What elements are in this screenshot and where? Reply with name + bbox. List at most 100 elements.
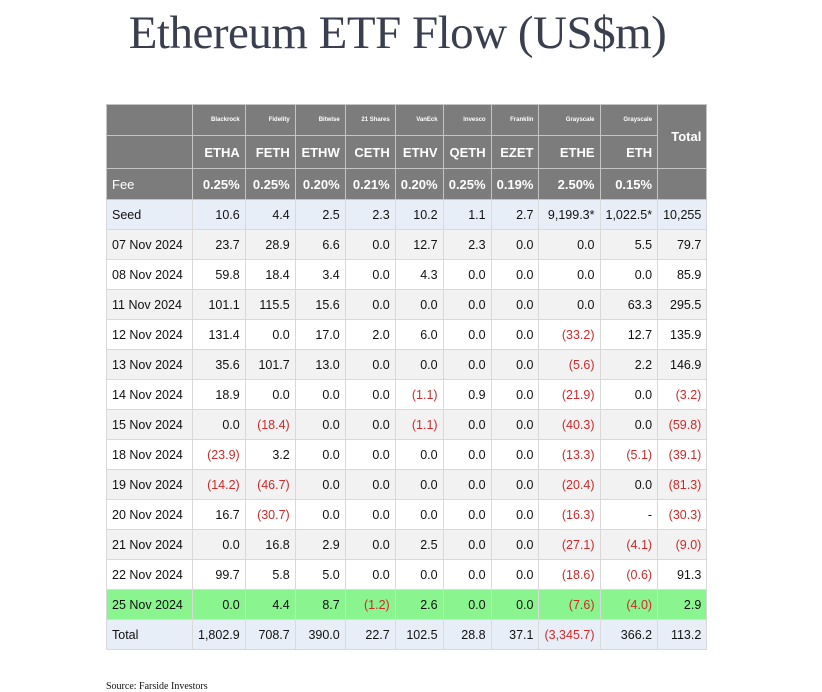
flow-cell: 28.9 (244, 229, 296, 260)
row-label: 12 Nov 2024 (106, 319, 193, 350)
row-label: 25 Nov 2024 (106, 589, 193, 620)
flow-cell: 2.2 (599, 349, 659, 380)
flow-cell: (16.3) (538, 499, 601, 530)
flow-cell: 0.0 (344, 559, 396, 590)
ticker-label: EZET (490, 135, 540, 169)
table-row: 12 Nov 2024 131.4 0.0 17.0 2.0 6.0 0.0 0.0 (33.2… (106, 319, 708, 350)
flow-cell: 0.0 (344, 439, 396, 470)
flow-cell: 0.0 (538, 229, 601, 260)
flow-cell: 0.0 (490, 349, 540, 380)
flow-cell: 708.7 (244, 619, 296, 650)
row-label: 15 Nov 2024 (106, 409, 193, 440)
flow-cell: (81.3) (657, 469, 708, 500)
flow-cell: 9,199.3* (538, 199, 601, 230)
flow-cell: (9.0) (657, 529, 708, 560)
flow-cell: 0.0 (344, 259, 396, 290)
flow-cell: 79.7 (657, 229, 708, 260)
flow-cell: 2.0 (344, 319, 396, 350)
flow-cell: (3,345.7) (538, 619, 601, 650)
issuer-name: Grayscale (538, 104, 601, 136)
etf-flow-table: Blackrock Fidelity Bitwise 21 Shares Van… (106, 104, 708, 650)
flow-cell: 59.8 (192, 259, 246, 290)
flow-cell: 6.0 (394, 319, 444, 350)
header-corner-cell (106, 135, 193, 169)
flow-cell: (4.1) (599, 529, 659, 560)
flow-cell: 0.0 (442, 559, 492, 590)
table-row: 15 Nov 2024 0.0 (18.4) 0.0 0.0 (1.1) 0.0 0.0 (40… (106, 409, 708, 440)
flow-cell: 10.6 (192, 199, 246, 230)
flow-cell: 101.7 (244, 349, 296, 380)
flow-cell: 2.3 (442, 229, 492, 260)
table-body: Seed 10.6 4.4 2.5 2.3 10.2 1.1 2.7 9,199.3* 1,022… (106, 199, 708, 650)
flow-cell: 6.6 (294, 229, 346, 260)
flow-cell: 0.0 (244, 319, 296, 350)
ticker-label: ETHA (192, 135, 246, 169)
flow-cell: (30.7) (244, 499, 296, 530)
flow-cell: (27.1) (538, 529, 601, 560)
flow-cell: 10.2 (394, 199, 444, 230)
flow-cell: 101.1 (192, 289, 246, 320)
table-row: 20 Nov 2024 16.7 (30.7) 0.0 0.0 0.0 0.0 0.0 (16.… (106, 499, 708, 530)
fee-total-empty (657, 168, 708, 200)
flow-cell: 99.7 (192, 559, 246, 590)
flow-cell: 15.6 (294, 289, 346, 320)
fee-value: 2.50% (538, 168, 601, 200)
fee-value: 0.15% (599, 168, 659, 200)
flow-cell: 113.2 (657, 619, 708, 650)
flow-cell: 0.0 (490, 259, 540, 290)
flow-cell: 28.8 (442, 619, 492, 650)
issuer-name: Blackrock (192, 104, 246, 136)
flow-cell: 0.0 (442, 349, 492, 380)
issuer-header-row: Blackrock Fidelity Bitwise 21 Shares Van… (106, 104, 708, 169)
flow-cell: 0.0 (294, 379, 346, 410)
flow-cell: 16.7 (192, 499, 246, 530)
flow-cell: (3.2) (657, 379, 708, 410)
flow-cell: (1.1) (394, 379, 444, 410)
flow-cell: 1,022.5* (599, 199, 659, 230)
flow-cell: 91.3 (657, 559, 708, 590)
flow-cell: 13.0 (294, 349, 346, 380)
flow-cell: - (599, 499, 659, 530)
ticker-label: ETHV (394, 135, 444, 169)
flow-cell: 12.7 (599, 319, 659, 350)
flow-cell: 2.3 (344, 199, 396, 230)
flow-cell: 17.0 (294, 319, 346, 350)
flow-cell: 390.0 (294, 619, 346, 650)
flow-cell: 0.0 (599, 409, 659, 440)
flow-cell: 0.0 (442, 259, 492, 290)
fee-value: 0.25% (192, 168, 246, 200)
flow-cell: 0.0 (599, 469, 659, 500)
flow-cell: 4.4 (244, 589, 296, 620)
flow-cell: 4.3 (394, 259, 444, 290)
flow-cell: 12.7 (394, 229, 444, 260)
flow-cell: 135.9 (657, 319, 708, 350)
flow-cell: (0.6) (599, 559, 659, 590)
flow-cell: 1.1 (442, 199, 492, 230)
flow-cell: 18.9 (192, 379, 246, 410)
flow-cell: 0.0 (394, 439, 444, 470)
flow-cell: 0.0 (294, 409, 346, 440)
flow-cell: 2.5 (294, 199, 346, 230)
row-label: 19 Nov 2024 (106, 469, 193, 500)
flow-cell: 4.4 (244, 199, 296, 230)
ticker-label: QETH (442, 135, 492, 169)
flow-cell: 0.0 (192, 529, 246, 560)
flow-cell: 0.0 (192, 409, 246, 440)
flow-cell: 63.3 (599, 289, 659, 320)
flow-cell: (5.1) (599, 439, 659, 470)
flow-cell: 0.0 (244, 379, 296, 410)
flow-cell: 0.0 (490, 289, 540, 320)
flow-cell: 0.0 (490, 559, 540, 590)
flow-cell: 3.4 (294, 259, 346, 290)
table-row: 08 Nov 2024 59.8 18.4 3.4 0.0 4.3 0.0 0.0 0.0 0.0… (106, 259, 708, 290)
ticker-header-row: ETHA FETH ETHW CETH ETHV QETH EZET ETHE … (106, 135, 707, 169)
flow-cell: 0.0 (538, 289, 601, 320)
flow-cell: 0.0 (344, 529, 396, 560)
issuer-name: 21 Shares (344, 104, 396, 136)
fee-value: 0.25% (244, 168, 296, 200)
flow-cell: (18.6) (538, 559, 601, 590)
flow-cell: 85.9 (657, 259, 708, 290)
flow-cell: 131.4 (192, 319, 246, 350)
row-label: 20 Nov 2024 (106, 499, 193, 530)
table-row: 14 Nov 2024 18.9 0.0 0.0 0.0 (1.1) 0.9 0.0 (21.9… (106, 379, 708, 410)
